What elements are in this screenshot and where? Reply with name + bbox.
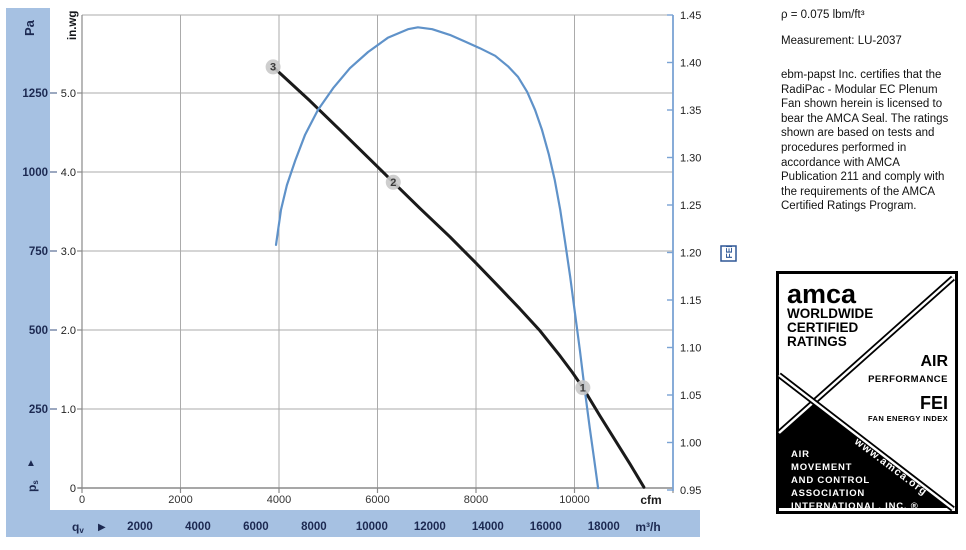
m3h-unit-label: m³/h: [635, 520, 660, 534]
seal-certified: CERTIFIED: [787, 320, 859, 335]
svg-text:1.30: 1.30: [680, 153, 701, 165]
svg-text:1.00: 1.00: [680, 438, 701, 450]
operating-point-3: [265, 59, 281, 75]
svg-text:16000: 16000: [530, 521, 562, 533]
plot-area: 0 2000 4000 6000 8000 100005.04.03.02.01.0012…: [22, 10, 701, 533]
static-pressure-curve: [271, 65, 646, 489]
svg-text:2000: 2000: [168, 494, 192, 506]
seal-amca-logo: amca: [787, 279, 857, 309]
svg-text:8000: 8000: [464, 494, 488, 506]
certification-text: ebm-papst Inc. certifies that the RadiPa…: [781, 69, 949, 213]
svg-text:3.0: 3.0: [61, 246, 76, 258]
operating-point-1: [575, 380, 591, 396]
svg-text:3: 3: [270, 62, 276, 74]
svg-text:1: 1: [580, 382, 586, 394]
svg-text:1.15: 1.15: [680, 295, 701, 307]
svg-text:14000: 14000: [472, 521, 504, 533]
operating-point-2: [385, 174, 401, 190]
seal-org-line: ASSOCIATION: [791, 488, 865, 499]
seal-org-line: AIR: [791, 449, 810, 460]
svg-text:1250: 1250: [22, 88, 48, 100]
fei-curve: [274, 26, 600, 490]
svg-text:1.0: 1.0: [61, 404, 76, 416]
svg-text:0: 0: [70, 483, 76, 495]
left-axis-band: [6, 8, 50, 537]
density-note: ρ = 0.075 lbm/ft³: [781, 9, 865, 21]
svg-text:5.0: 5.0: [61, 88, 76, 100]
seal-ratings: RATINGS: [787, 334, 847, 349]
seal-diagonals: [777, 275, 955, 512]
seal-fan-energy-index: FAN ENERGY INDEX: [868, 414, 948, 423]
svg-text:0: 0: [79, 494, 85, 506]
fei-axis-label: FEI: [724, 245, 734, 258]
svg-text:4.0: 4.0: [61, 167, 76, 179]
measurement-note: Measurement: LU-2037: [781, 35, 902, 47]
svg-text:1.45: 1.45: [680, 10, 701, 22]
svg-text:2000: 2000: [127, 521, 153, 533]
svg-text:1.20: 1.20: [680, 248, 701, 260]
svg-text:6000: 6000: [365, 494, 389, 506]
seal-org-line: MOVEMENT: [791, 462, 852, 473]
seal-org-line: AND CONTROL: [791, 475, 870, 486]
fei-axis-chip: FEI: [720, 245, 737, 262]
svg-text:6000: 6000: [243, 521, 269, 533]
svg-text:8000: 8000: [301, 521, 327, 533]
svg-text:4000: 4000: [185, 521, 211, 533]
seal-performance: PERFORMANCE: [868, 374, 948, 385]
performance-chart: Pa in.wg ▲ ps qv ▶ cfm m³/h FEI 0 2000 400…: [6, 8, 737, 537]
svg-text:1.40: 1.40: [680, 58, 701, 70]
svg-text:4000: 4000: [267, 494, 291, 506]
pa-axis-label: Pa: [22, 19, 37, 36]
svg-text:500: 500: [29, 325, 48, 337]
svg-text:12000: 12000: [414, 521, 446, 533]
cfm-unit-label: cfm: [640, 493, 661, 507]
seal-fei: FEI: [920, 393, 948, 413]
svg-text:10000: 10000: [356, 521, 388, 533]
seal-air: AIR: [920, 353, 948, 370]
inwg-axis-label: in.wg: [67, 11, 79, 40]
svg-text:1.05: 1.05: [680, 390, 701, 402]
svg-text:18000: 18000: [588, 521, 620, 533]
svg-text:10000: 10000: [559, 494, 590, 506]
svg-text:750: 750: [29, 246, 48, 258]
seal-black-triangle: [779, 404, 953, 508]
seal-worldwide: WORLDWIDE: [787, 306, 873, 321]
seal-org-line: INTERNATIONAL, INC. ®: [791, 501, 919, 512]
svg-text:1000: 1000: [22, 167, 48, 179]
svg-text:1.25: 1.25: [680, 200, 701, 212]
bottom-axis-band: [6, 510, 700, 537]
svg-text:0.95: 0.95: [680, 485, 701, 497]
svg-text:1.35: 1.35: [680, 105, 701, 117]
svg-text:1.10: 1.10: [680, 343, 701, 355]
amca-seal: amca WORLDWIDE CERTIFIED RATINGS AIR PER…: [776, 271, 958, 514]
ps-axis-label: ps: [25, 480, 40, 492]
ps-arrow-icon: ▲: [26, 458, 36, 469]
svg-text:2.0: 2.0: [61, 325, 76, 337]
seal-org-text: AIR MOVEMENT AND CONTROL ASSOCIATION INT…: [791, 449, 919, 512]
svg-text:2: 2: [390, 177, 396, 189]
svg-text:250: 250: [29, 404, 48, 416]
qv-arrow-icon: ▶: [98, 522, 106, 533]
